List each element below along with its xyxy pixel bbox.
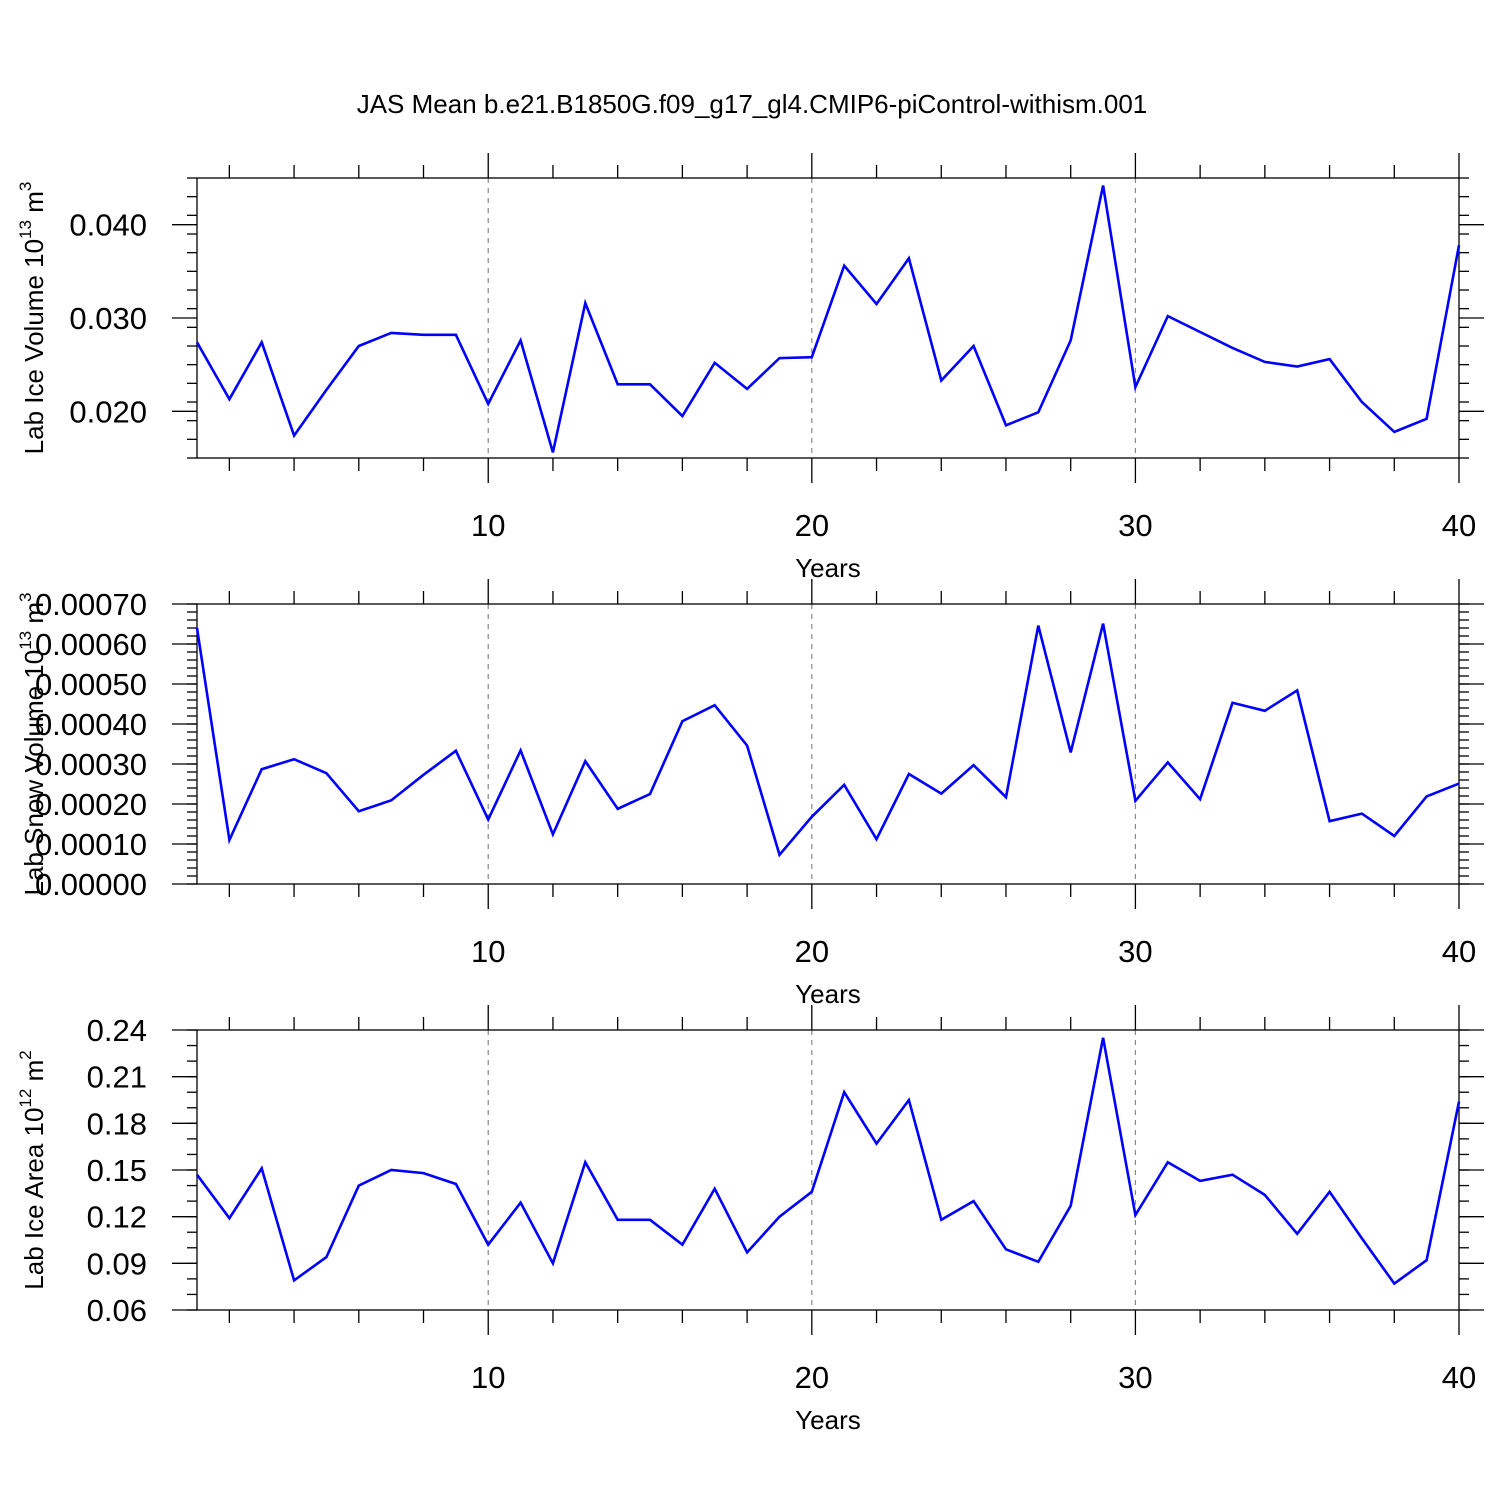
figure-title: JAS Mean b.e21.B1850G.f09_g17_gl4.CMIP6-… (357, 89, 1148, 119)
x-tick-label: 20 (795, 1360, 829, 1395)
y-axis-title-unit: m (19, 191, 49, 220)
x-tick-label: 10 (471, 934, 505, 969)
panel-3: 0.06 0.09 0.12 0.15 0.18 0.21 0.24 10 20 30 40 Year… (16, 1005, 1484, 1435)
y-tick-label: 0.21 (87, 1060, 147, 1095)
y-axis-title-unit-exp: 3 (16, 592, 35, 601)
y-axis-title-exp: 13 (16, 631, 35, 650)
x-axis-title: Years (795, 553, 861, 583)
y-tick-label: 0.00030 (35, 747, 147, 782)
x-tick-label: 20 (795, 508, 829, 543)
y-tick-label: 0.09 (87, 1246, 147, 1281)
y-tick-label: 0.00010 (35, 827, 147, 862)
series-line (195, 185, 1461, 453)
x-tick-label: 30 (1118, 1360, 1152, 1395)
series-line (195, 623, 1460, 858)
x-tick-label: 20 (795, 934, 829, 969)
x-tick-label: 10 (471, 508, 505, 543)
y-axis-title-unit: m (19, 1060, 49, 1089)
y-axis-title-unit-exp: 3 (16, 182, 35, 191)
y-axis-title: Lab Ice Volume 1013 m3 (16, 182, 49, 455)
x-axis-title: Years (795, 1405, 861, 1435)
plot-frame (196, 603, 1460, 885)
y-axis-title-exp: 12 (16, 1089, 35, 1108)
y-axis-title: Lab Snow Volume 1013 m3 (16, 592, 49, 895)
y-axis-title-exp: 13 (16, 220, 35, 239)
y-axis-title-unit-exp: 2 (16, 1050, 35, 1059)
y-tick-label: 0.00020 (35, 787, 147, 822)
series-line (195, 1037, 1461, 1286)
y-tick-label: 0.24 (87, 1013, 147, 1048)
x-tick-label: 10 (471, 1360, 505, 1395)
y-tick-label: 0.00000 (35, 867, 147, 902)
y-tick-label: 0.040 (69, 208, 147, 243)
y-axis-title-main: Lab Snow Volume 10 (19, 650, 49, 896)
x-tick-label: 30 (1118, 508, 1152, 543)
y-tick-label: 0.18 (87, 1106, 147, 1141)
y-tick-label: 0.020 (69, 394, 147, 429)
x-tick-label: 30 (1118, 934, 1152, 969)
y-tick-label: 0.00060 (35, 627, 147, 662)
y-tick-label: 0.15 (87, 1153, 147, 1188)
x-tick-label: 40 (1442, 1360, 1476, 1395)
y-axis-title-main: Lab Ice Volume 10 (19, 239, 49, 454)
panel-1: 0.020 0.030 0.040 10 20 30 40 Years Lab Ice Volu… (16, 153, 1484, 583)
y-tick-label: 0.00050 (35, 667, 147, 702)
y-axis-title: Lab Ice Area 1012 m2 (16, 1050, 49, 1289)
y-tick-label: 0.06 (87, 1293, 147, 1328)
x-tick-label: 40 (1442, 508, 1476, 543)
y-tick-label: 0.00070 (35, 587, 147, 622)
y-tick-label: 0.12 (87, 1200, 147, 1235)
x-tick-label: 40 (1442, 934, 1476, 969)
x-axis-title: Years (795, 979, 861, 1009)
panel-2: 0.00000 0.00010 0.00020 0.00030 0.00040 0.000… (16, 579, 1484, 1009)
y-axis-title-unit: m (19, 602, 49, 631)
y-tick-label: 0.00040 (35, 707, 147, 742)
panels-group: 0.020 0.030 0.040 10 20 30 40 Years Lab Ice Volu… (16, 153, 1484, 1435)
y-axis-title-main: Lab Ice Area 10 (19, 1108, 49, 1290)
y-tick-label: 0.030 (69, 301, 147, 336)
